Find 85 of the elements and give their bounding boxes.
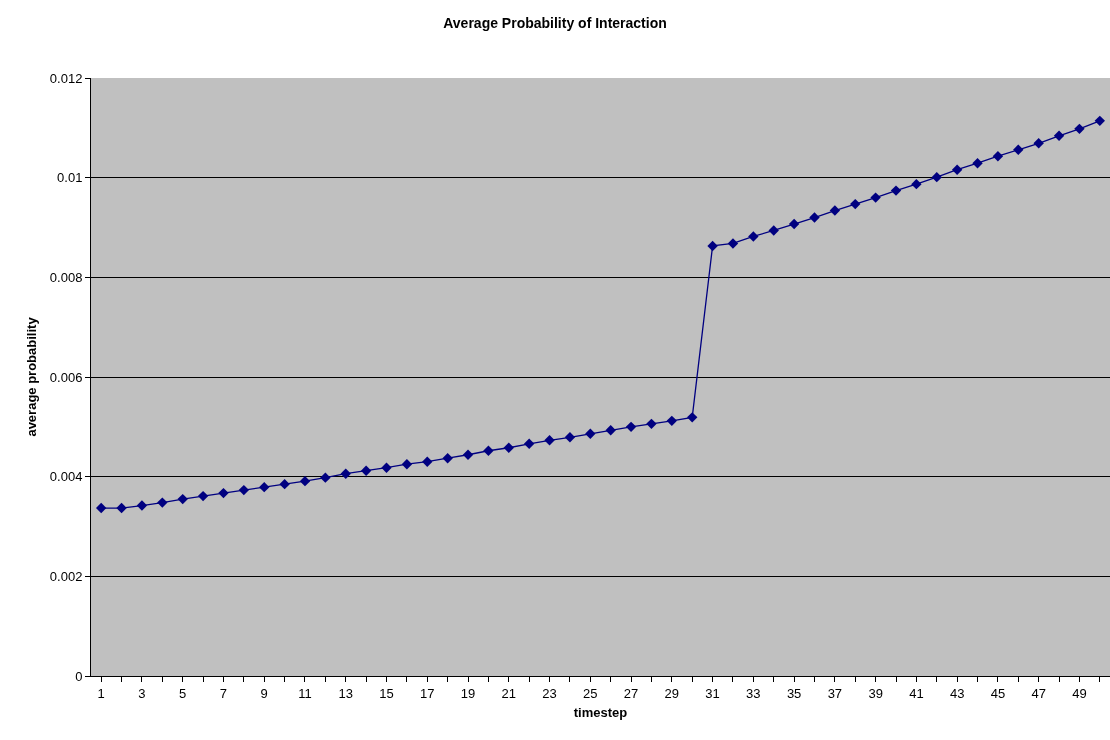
point (951, 164, 963, 175)
x-tick-label: 27 (623, 685, 639, 701)
x-tick-label: 15 (379, 685, 394, 701)
point (748, 231, 759, 242)
point (177, 493, 188, 505)
point (870, 192, 881, 203)
point (1074, 123, 1085, 135)
x-axis-title: timestep (573, 705, 628, 721)
x-tick-label: 31 (705, 685, 720, 701)
point (1033, 138, 1044, 149)
y-tick-label: 0.002 (49, 568, 83, 584)
x-tick-label: 13 (338, 685, 353, 701)
point (279, 478, 290, 490)
x-tick-label: 25 (583, 685, 598, 701)
x-tick-label: 19 (460, 685, 476, 701)
point (360, 465, 372, 476)
point (116, 502, 127, 514)
point (911, 178, 922, 190)
point (972, 158, 983, 169)
x-tick-label: 9 (260, 685, 268, 701)
point (1013, 144, 1024, 155)
point (483, 445, 494, 456)
y-tick-label: 0.004 (49, 469, 83, 485)
point (850, 198, 861, 210)
point (687, 412, 698, 423)
point (218, 487, 229, 499)
point (544, 435, 555, 446)
point (1094, 115, 1106, 127)
point (666, 415, 678, 427)
point (523, 438, 535, 449)
point (299, 475, 311, 487)
x-tick-label: 3 (138, 685, 146, 701)
point (157, 497, 168, 508)
point (238, 484, 250, 496)
y-tick-label: 0.012 (49, 70, 83, 86)
point (605, 425, 616, 436)
x-tick-label: 37 (827, 685, 843, 701)
point (992, 151, 1004, 162)
point (381, 462, 392, 473)
y-tick-label: 0.01 (57, 170, 83, 186)
x-tick-label: 29 (664, 685, 680, 701)
point (95, 502, 107, 514)
x-tick-label: 7 (219, 685, 228, 701)
x-tick-label: 45 (990, 685, 1006, 701)
y-tick-label: 0 (75, 668, 83, 684)
point (340, 468, 351, 479)
point (197, 490, 209, 502)
point (931, 171, 942, 183)
point (585, 428, 596, 440)
x-tick-label: 47 (1031, 685, 1046, 701)
x-tick-label: 1 (97, 685, 105, 701)
point (809, 212, 820, 223)
point (707, 240, 718, 252)
x-tick-label: 41 (909, 685, 924, 701)
point (768, 225, 779, 236)
point (646, 418, 657, 430)
x-tick-label: 17 (420, 685, 435, 701)
x-tick-label: 5 (179, 685, 187, 701)
point (727, 238, 739, 249)
x-tick-label: 21 (501, 685, 517, 701)
point (890, 185, 902, 196)
point (320, 472, 331, 483)
point (829, 205, 841, 216)
x-tick-label: 39 (868, 685, 883, 701)
point (136, 500, 148, 511)
point (422, 456, 433, 467)
point (442, 453, 453, 464)
point (564, 432, 576, 443)
x-tick-label: 23 (542, 685, 557, 701)
y-tick-label: 0.006 (49, 369, 83, 385)
x-tick-label: 11 (298, 685, 312, 701)
point (625, 421, 637, 433)
x-tick-label: 43 (949, 685, 965, 701)
x-tick-label: 49 (1072, 685, 1087, 701)
x-tick-label: 35 (786, 685, 802, 701)
point (259, 481, 270, 493)
chart-title: Average Probability of Interaction (443, 15, 667, 32)
y-tick-label: 0.008 (49, 269, 83, 285)
point (462, 449, 474, 460)
y-axis-title: average probability (23, 316, 39, 437)
point (503, 442, 514, 453)
x-tick-label: 33 (746, 685, 761, 701)
point (788, 218, 800, 230)
point (401, 459, 413, 470)
point (1053, 130, 1065, 142)
